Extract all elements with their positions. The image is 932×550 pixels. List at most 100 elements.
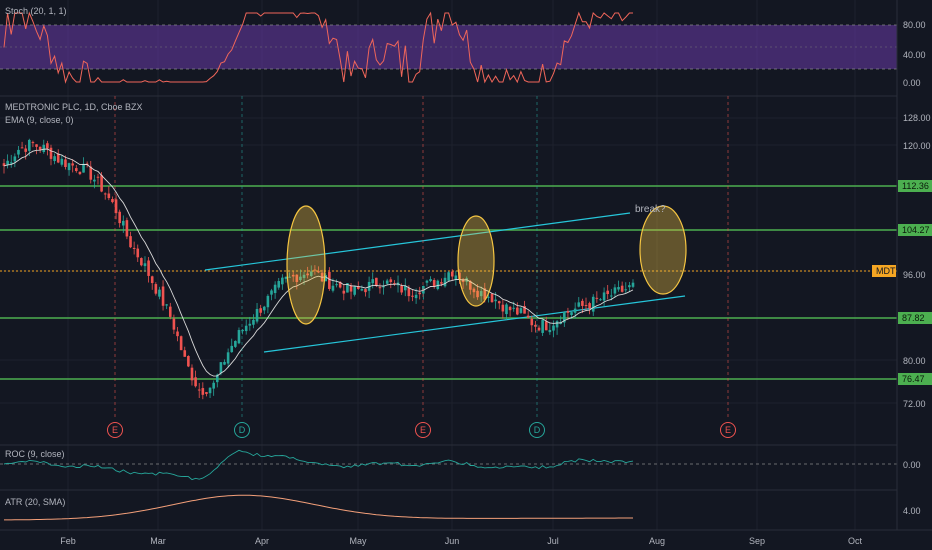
candle-body — [306, 273, 309, 276]
price-tick-80: 80.00 — [903, 356, 926, 366]
candle-body — [125, 220, 129, 237]
candle-body — [13, 156, 17, 162]
candle-body — [537, 327, 541, 331]
candle-body — [121, 220, 125, 226]
candle-body — [487, 296, 490, 298]
candles — [2, 138, 635, 400]
event-marker-label: D — [534, 425, 541, 435]
candle-body — [494, 299, 497, 302]
candle-body — [230, 345, 234, 353]
candle-body — [277, 281, 281, 288]
candle-body — [183, 350, 187, 357]
candle-body — [436, 280, 440, 290]
candle-body — [38, 146, 42, 150]
candle-body — [371, 279, 375, 284]
candle-body — [20, 147, 24, 149]
candle-body — [259, 308, 262, 313]
candle-body — [385, 280, 389, 284]
candle-body — [223, 361, 226, 365]
candle-body — [389, 279, 393, 283]
candle-body — [219, 362, 223, 374]
candle-body — [552, 325, 555, 331]
candle-body — [168, 306, 172, 317]
candle-body — [523, 306, 526, 314]
candle-body — [212, 382, 215, 389]
candle-body — [591, 296, 595, 312]
candle-body — [56, 153, 60, 163]
candle-body — [606, 290, 609, 295]
candle-body — [588, 303, 591, 309]
candle-body — [197, 389, 201, 391]
candle-body — [234, 340, 237, 347]
level-badge-104 — [898, 224, 932, 236]
channel-upper-line[interactable] — [204, 212, 631, 271]
time-axis-label: Feb — [60, 536, 76, 546]
event-marker-label: E — [420, 425, 426, 435]
candle-body — [505, 304, 508, 315]
candle-body — [461, 279, 465, 282]
candle-body — [201, 388, 205, 395]
candle-body — [158, 289, 161, 297]
candle-body — [255, 308, 259, 322]
candle-body — [403, 285, 407, 291]
candle-body — [516, 307, 519, 315]
candle-body — [111, 199, 114, 203]
candle-body — [443, 277, 447, 287]
stoch-line — [3, 11, 633, 84]
candle-body — [64, 159, 67, 167]
channel-lower-line[interactable] — [263, 295, 686, 353]
symbol-badge — [872, 265, 896, 277]
stoch-tick-80: 80.00 — [903, 20, 926, 30]
candle-body — [248, 323, 252, 326]
candle-body — [309, 271, 313, 277]
candle-body — [96, 176, 100, 178]
time-axis-label: May — [349, 536, 367, 546]
atr-panel: 4.00 — [4, 494, 921, 521]
ema-title: EMA (9, close, 0) — [5, 115, 74, 125]
event-marker-circle — [720, 422, 736, 438]
candle-body — [610, 295, 613, 297]
candle-body — [472, 288, 476, 293]
candle-body — [364, 289, 367, 293]
candle-body — [179, 336, 183, 351]
candle-body — [356, 286, 360, 289]
event-marker-circle — [234, 422, 250, 438]
symbol-badge-label: MDT — [876, 266, 896, 276]
candle-body — [526, 315, 530, 318]
candle-body — [447, 272, 450, 281]
candle-body — [226, 352, 230, 364]
candle-body — [190, 367, 194, 381]
candle-body — [42, 144, 46, 153]
candle-body — [378, 287, 382, 289]
candle-body — [324, 275, 328, 282]
highlight-ellipse-3[interactable] — [639, 205, 687, 295]
candle-body — [288, 276, 291, 278]
candle-body — [342, 290, 346, 294]
candle-body — [512, 307, 516, 309]
event-marker-circle — [415, 422, 431, 438]
candle-body — [205, 392, 208, 394]
candle-body — [215, 374, 219, 383]
candle-body — [9, 162, 13, 164]
candle-body — [335, 284, 338, 286]
highlight-ellipse-2[interactable] — [457, 215, 495, 307]
highlight-ellipse-1[interactable] — [286, 205, 326, 325]
break-annotation[interactable]: break? — [635, 204, 666, 215]
candle-body — [71, 163, 74, 166]
stoch-panel: 80.00 40.00 0.00 — [0, 11, 926, 88]
stoch-band — [0, 25, 897, 69]
candle-body — [440, 282, 443, 284]
candle-body — [483, 288, 487, 300]
stoch-title: Stoch (20, 1, 1) — [5, 6, 67, 16]
candle-body — [176, 331, 179, 337]
candle-body — [360, 289, 364, 291]
candle-body — [291, 274, 295, 277]
candle-body — [208, 387, 212, 394]
candle-body — [570, 312, 573, 315]
candle-body — [407, 287, 411, 297]
candle-body — [302, 274, 306, 278]
candle-body — [194, 377, 197, 387]
candle-body — [2, 163, 6, 166]
candle-body — [6, 160, 9, 166]
